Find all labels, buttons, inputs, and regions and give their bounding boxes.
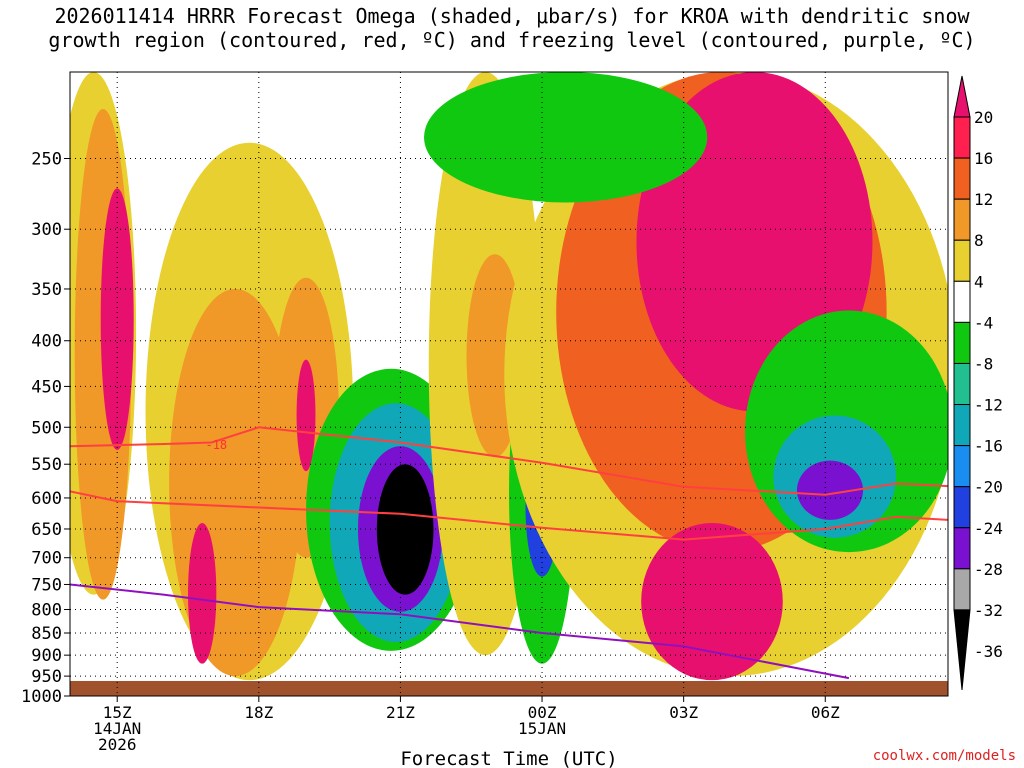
ground-below-surface bbox=[70, 680, 948, 696]
colorbar-swatch bbox=[953, 198, 971, 241]
x-tick-label: 03Z bbox=[669, 703, 698, 722]
y-tick-label: 500 bbox=[31, 418, 62, 438]
x-tick-label: 18Z bbox=[244, 703, 273, 722]
colorbar-swatch bbox=[953, 280, 971, 323]
y-tick-label: 650 bbox=[31, 520, 62, 540]
colorbar-swatch bbox=[953, 239, 971, 282]
colorbar-label: 12 bbox=[974, 190, 993, 209]
colorbar: 20 16 12 8 4 -4 -8 -12 -16 -20 -24 -28 -32 -36 bbox=[953, 75, 1003, 691]
x-tick-label: 14JAN bbox=[93, 719, 141, 738]
chart-title: 2026011414 HRRR Forecast Omega (shaded, … bbox=[0, 4, 1024, 52]
colorbar-label: -16 bbox=[974, 437, 1003, 456]
colorbar-swatch bbox=[953, 116, 971, 159]
colorbar-swatch bbox=[953, 321, 971, 364]
x-tick-label: 00Z bbox=[528, 703, 557, 722]
dendritic-contour-label: -18 bbox=[205, 438, 227, 452]
omega-region-22 bbox=[796, 460, 864, 520]
freezing-level-contour bbox=[70, 583, 850, 680]
y-tick-label: 250 bbox=[31, 150, 62, 170]
y-axis: 2503003504004505005506006507007508008509… bbox=[21, 150, 70, 707]
colorbar-label: 4 bbox=[974, 272, 984, 291]
credit-text[interactable]: coolwx.com/models bbox=[873, 748, 1016, 764]
y-tick-label: 1000 bbox=[21, 687, 62, 707]
omega-region-23 bbox=[424, 72, 708, 203]
chart-title-line-2: growth region (contoured, red, ºC) and f… bbox=[48, 28, 976, 52]
y-tick-label: 800 bbox=[31, 600, 62, 620]
colorbar-swatch bbox=[953, 486, 971, 529]
colorbar-label: -32 bbox=[974, 601, 1003, 620]
y-tick-label: 750 bbox=[31, 575, 62, 595]
y-tick-label: 700 bbox=[31, 549, 62, 569]
colorbar-label: 16 bbox=[974, 149, 993, 168]
grid-lines bbox=[70, 72, 948, 697]
y-tick-label: 300 bbox=[31, 220, 62, 240]
y-tick-label: 450 bbox=[31, 377, 62, 397]
plot-frame bbox=[69, 71, 949, 697]
colorbar-label: 8 bbox=[974, 231, 984, 250]
dendritic-top-contour bbox=[70, 426, 948, 496]
colorbar-swatch bbox=[953, 362, 971, 406]
x-tick-label: 06Z bbox=[811, 703, 840, 722]
y-tick-label: 350 bbox=[31, 280, 62, 300]
y-tick-label: 950 bbox=[31, 667, 62, 687]
colorbar-label: -12 bbox=[974, 396, 1003, 415]
colorbar-swatch bbox=[953, 445, 971, 488]
omega-region-5 bbox=[188, 522, 217, 664]
y-tick-label: 400 bbox=[31, 332, 62, 352]
colorbar-label: 20 bbox=[974, 108, 993, 127]
x-tick-label: 2026 bbox=[98, 735, 137, 754]
colorbar-bottom-arrow bbox=[953, 609, 971, 691]
omega-shading bbox=[70, 72, 948, 681]
colorbar-swatch bbox=[953, 568, 971, 611]
colorbar-label: -20 bbox=[974, 478, 1003, 497]
x-tick-label: 15Z bbox=[103, 703, 132, 722]
omega-region-7 bbox=[296, 359, 316, 472]
omega-region-19 bbox=[641, 522, 783, 681]
y-tick-label: 550 bbox=[31, 455, 62, 475]
colorbar-swatch bbox=[953, 404, 971, 447]
y-tick-label: 850 bbox=[31, 624, 62, 644]
colorbar-swatch bbox=[953, 157, 971, 200]
x-axis-label: Forecast Time (UTC) bbox=[400, 748, 617, 768]
colorbar-label: -28 bbox=[974, 560, 1003, 579]
x-tick-label: 15JAN bbox=[518, 719, 566, 738]
colorbar-label: -8 bbox=[974, 354, 993, 373]
colorbar-top-arrow bbox=[953, 75, 971, 118]
colorbar-label: -4 bbox=[974, 313, 993, 332]
omega-region-2 bbox=[100, 188, 134, 450]
contour-lines: -18 bbox=[70, 426, 948, 680]
y-tick-label: 900 bbox=[31, 646, 62, 666]
dendritic-bottom-contour bbox=[70, 490, 948, 541]
colorbar-label: -36 bbox=[974, 642, 1003, 661]
colorbar-label: -24 bbox=[974, 519, 1003, 538]
y-tick-label: 600 bbox=[31, 489, 62, 509]
colorbar-swatch bbox=[953, 527, 971, 570]
x-tick-label: 21Z bbox=[386, 703, 415, 722]
plot-area: -18 bbox=[69, 71, 949, 697]
chart-title-line-1: 2026011414 HRRR Forecast Omega (shaded, … bbox=[54, 4, 970, 28]
